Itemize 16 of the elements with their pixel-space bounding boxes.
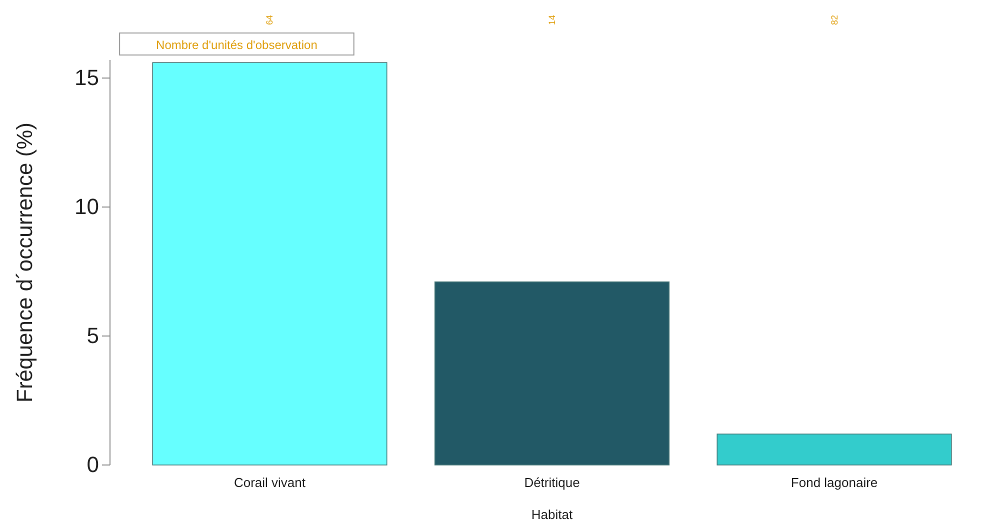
y-tick-label: 15 [74, 65, 99, 90]
bar [152, 62, 388, 466]
y-tick-label: 5 [86, 323, 99, 348]
x-tick-label: Fond lagonaire [790, 475, 878, 490]
y-tick-label: 10 [74, 194, 99, 220]
text: 14 [547, 14, 557, 26]
bar [434, 281, 670, 466]
text: 82 [829, 14, 840, 26]
bar [716, 434, 952, 466]
x-axis-title: Habitat [531, 507, 573, 522]
text: 64 [264, 14, 275, 26]
text: Nombre d'unités d'observation [156, 38, 318, 52]
x-tick-label: Détritique [524, 475, 580, 490]
y-axis-title: Fréquence d´occurrence (%) [12, 122, 37, 403]
y-tick-label: 0 [86, 452, 99, 478]
x-tick-label: Corail vivant [234, 475, 306, 490]
